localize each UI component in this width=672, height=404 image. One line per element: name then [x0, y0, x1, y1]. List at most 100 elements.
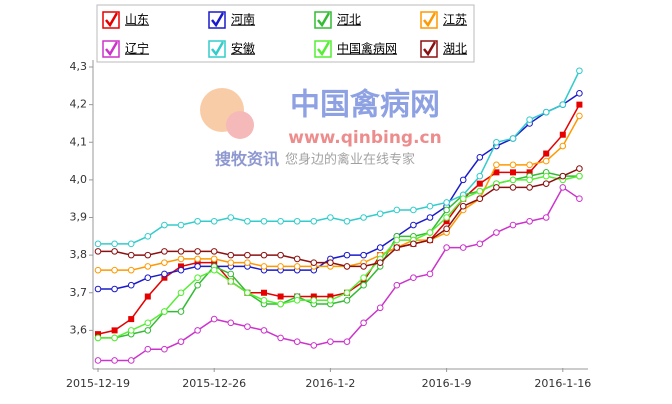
point — [542, 108, 550, 116]
legend-item[interactable]: 江苏 — [420, 11, 467, 29]
legend-item[interactable]: 中国禽病网 — [314, 40, 397, 58]
legend-item[interactable]: 河北 — [314, 11, 361, 29]
point — [244, 251, 251, 259]
legend-label[interactable]: 湖北 — [443, 41, 467, 56]
series-line — [98, 92, 580, 290]
point — [111, 240, 118, 248]
point — [343, 296, 351, 304]
point — [144, 293, 151, 300]
point — [94, 357, 102, 364]
point — [526, 116, 533, 123]
point — [128, 316, 135, 323]
series-line — [98, 167, 580, 268]
point — [244, 323, 251, 330]
point — [426, 236, 434, 244]
point — [227, 214, 235, 221]
point — [293, 255, 301, 263]
point — [210, 248, 218, 255]
point — [144, 251, 152, 259]
point — [543, 150, 550, 157]
point — [576, 165, 583, 172]
point — [127, 327, 135, 334]
point — [260, 217, 268, 225]
point — [227, 278, 235, 285]
point — [293, 263, 301, 270]
legend-item[interactable]: 辽宁 — [102, 40, 149, 58]
point — [161, 274, 168, 281]
point — [443, 214, 450, 221]
point — [343, 263, 351, 270]
point — [510, 169, 516, 176]
legend-label[interactable]: 河南 — [231, 12, 255, 27]
legend-label[interactable]: 中国禽病网 — [337, 41, 397, 56]
point — [227, 259, 235, 266]
point — [227, 319, 235, 327]
point — [161, 308, 168, 315]
point — [194, 259, 201, 266]
point — [542, 214, 550, 221]
point — [127, 251, 135, 259]
point — [526, 184, 533, 191]
x-tick-label: 2016-1-16 — [534, 377, 591, 390]
point — [493, 229, 500, 236]
point — [576, 90, 583, 97]
point — [542, 180, 550, 187]
point — [94, 285, 102, 293]
point — [393, 244, 401, 251]
point — [111, 334, 118, 342]
point — [426, 214, 434, 221]
legend-item[interactable]: 湖北 — [420, 40, 467, 58]
legend-label[interactable]: 江苏 — [443, 13, 467, 27]
point — [277, 300, 284, 308]
point — [410, 206, 417, 214]
site-url: www.qinbing.cn — [288, 128, 442, 148]
x-tick-label: 2016-1-9 — [422, 377, 472, 390]
point — [426, 270, 434, 278]
point — [576, 67, 583, 75]
point — [360, 319, 367, 327]
legend-check — [211, 41, 225, 57]
legend-label[interactable]: 安徽 — [231, 41, 255, 56]
point — [111, 327, 118, 334]
point — [210, 255, 218, 263]
point — [559, 131, 566, 138]
point — [327, 259, 334, 266]
legend-item[interactable]: 河南 — [208, 11, 255, 29]
legend-label[interactable]: 辽宁 — [125, 41, 149, 56]
point — [310, 259, 318, 266]
point — [94, 248, 102, 255]
legend-label[interactable]: 河北 — [337, 13, 361, 27]
point — [410, 274, 417, 282]
point — [410, 240, 417, 248]
point — [443, 218, 450, 225]
y-tick-label: 4,1 — [70, 135, 88, 148]
point — [161, 345, 168, 353]
point — [509, 221, 517, 229]
point — [144, 327, 152, 334]
point — [227, 270, 235, 278]
point — [360, 281, 367, 289]
point — [343, 338, 351, 345]
point — [426, 229, 434, 236]
watermark: 搜牧资讯 中国禽病网 www.qinbing.cn 您身边的禽业在线专家 — [200, 88, 442, 169]
point — [94, 266, 102, 274]
point — [144, 274, 152, 282]
point — [194, 263, 201, 270]
point — [493, 161, 500, 169]
point — [244, 259, 251, 266]
point — [260, 263, 268, 270]
point — [310, 217, 318, 225]
legend-item[interactable]: 安徽 — [208, 40, 255, 58]
point — [144, 263, 152, 270]
point — [476, 180, 483, 187]
point — [210, 217, 218, 225]
y-tick-label: 4,2 — [70, 98, 88, 111]
point — [277, 334, 284, 342]
point — [94, 334, 102, 342]
legend-label[interactable]: 山东 — [125, 13, 149, 27]
point — [443, 199, 450, 206]
legend-item[interactable]: 山东 — [102, 11, 149, 29]
legend-check — [317, 12, 331, 28]
point — [260, 251, 268, 259]
